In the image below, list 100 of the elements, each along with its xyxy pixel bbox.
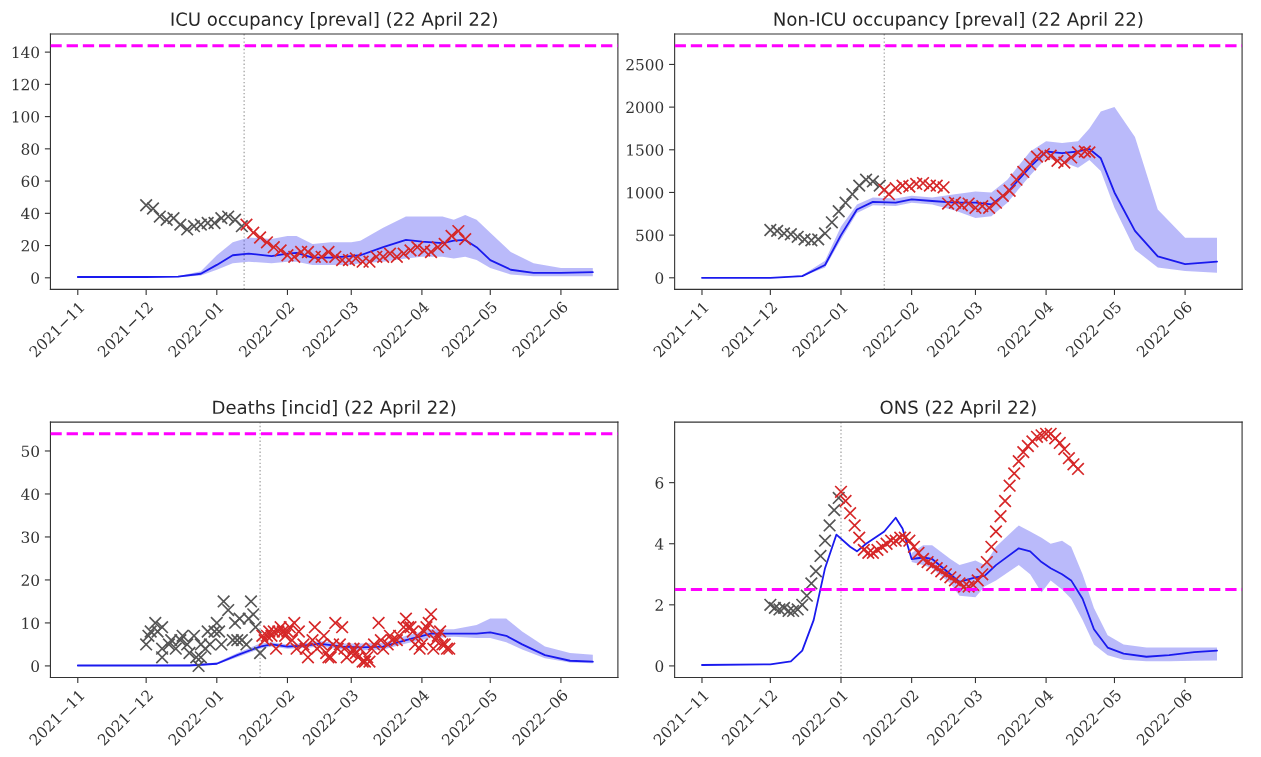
point [150, 624, 165, 639]
point [834, 485, 848, 499]
point [139, 637, 153, 652]
point [431, 240, 445, 254]
point [993, 509, 1008, 523]
point [1002, 479, 1017, 493]
point [838, 196, 853, 210]
point [239, 217, 254, 232]
point [1064, 150, 1078, 165]
point [210, 616, 224, 630]
point [1066, 457, 1081, 471]
point [253, 646, 267, 660]
y-tick-label: 2500 [626, 58, 664, 71]
y-tick-label: 40 [21, 207, 40, 220]
point [848, 518, 862, 533]
point [287, 250, 301, 264]
point [180, 222, 194, 237]
point [1057, 155, 1071, 170]
y-tick-label: 30 [21, 531, 40, 543]
point [369, 250, 383, 264]
point [818, 534, 832, 548]
point [845, 187, 860, 201]
point [273, 243, 288, 258]
point [825, 215, 839, 229]
point [813, 549, 828, 563]
y-tick-label: 40 [21, 488, 40, 500]
point [182, 646, 197, 660]
point [832, 491, 846, 505]
point [852, 178, 866, 193]
point [1007, 466, 1021, 481]
point [308, 250, 322, 264]
point [911, 546, 926, 560]
point [194, 650, 208, 664]
point [1012, 454, 1026, 468]
point [1050, 154, 1065, 168]
chart-title: Non-ICU occupancy [preval] (22 April 22) [774, 12, 1143, 30]
point [267, 240, 281, 254]
line-series [701, 148, 1218, 279]
point [248, 620, 263, 634]
y-tick-label: 0 [31, 272, 40, 284]
point [980, 555, 994, 569]
y-tick-label: 10 [22, 617, 40, 629]
point [246, 607, 260, 621]
y-tick-label: 500 [636, 229, 664, 242]
y-tick-label: 1000 [627, 186, 664, 199]
point [859, 173, 873, 187]
y-tick-label: 60 [21, 175, 40, 188]
point [818, 226, 832, 241]
point [146, 201, 160, 216]
point [971, 573, 985, 588]
y-tick-label: 80 [21, 143, 40, 155]
point [791, 230, 805, 244]
point [253, 230, 267, 245]
point [800, 589, 814, 603]
y-tick-label: 20 [21, 574, 40, 586]
point [804, 576, 819, 591]
point [827, 503, 841, 517]
point [875, 540, 889, 554]
point [207, 624, 222, 639]
point [321, 245, 336, 259]
point [1025, 434, 1040, 449]
point [795, 598, 809, 612]
point [235, 219, 249, 233]
point [1002, 184, 1017, 198]
y-tick-label: 20 [21, 240, 40, 252]
point [1016, 165, 1030, 179]
point [1021, 439, 1035, 453]
point [822, 518, 837, 533]
point [882, 187, 896, 201]
point [228, 616, 242, 630]
y-tick-label: 0 [655, 272, 664, 284]
point [444, 229, 459, 243]
point [1023, 157, 1037, 171]
point [804, 233, 819, 247]
point [934, 564, 948, 578]
point [1057, 442, 1071, 456]
point [984, 540, 999, 554]
point [784, 227, 798, 241]
y-tick-label: 100 [12, 111, 40, 123]
point [201, 216, 215, 230]
point [410, 240, 424, 254]
point [975, 567, 989, 581]
point [893, 530, 907, 545]
y-tick-label: 4 [654, 538, 664, 550]
point [294, 245, 308, 259]
point [1078, 144, 1092, 159]
point [246, 226, 260, 240]
point [1030, 430, 1044, 444]
y-tick-label: 2 [655, 599, 663, 611]
point [1071, 462, 1085, 476]
point [189, 650, 203, 664]
point [770, 224, 784, 238]
point [763, 223, 777, 237]
point [451, 224, 466, 238]
point [230, 633, 244, 647]
point [362, 255, 377, 269]
point [216, 594, 231, 609]
point [996, 189, 1010, 203]
point [1009, 173, 1024, 187]
point [989, 524, 1003, 539]
